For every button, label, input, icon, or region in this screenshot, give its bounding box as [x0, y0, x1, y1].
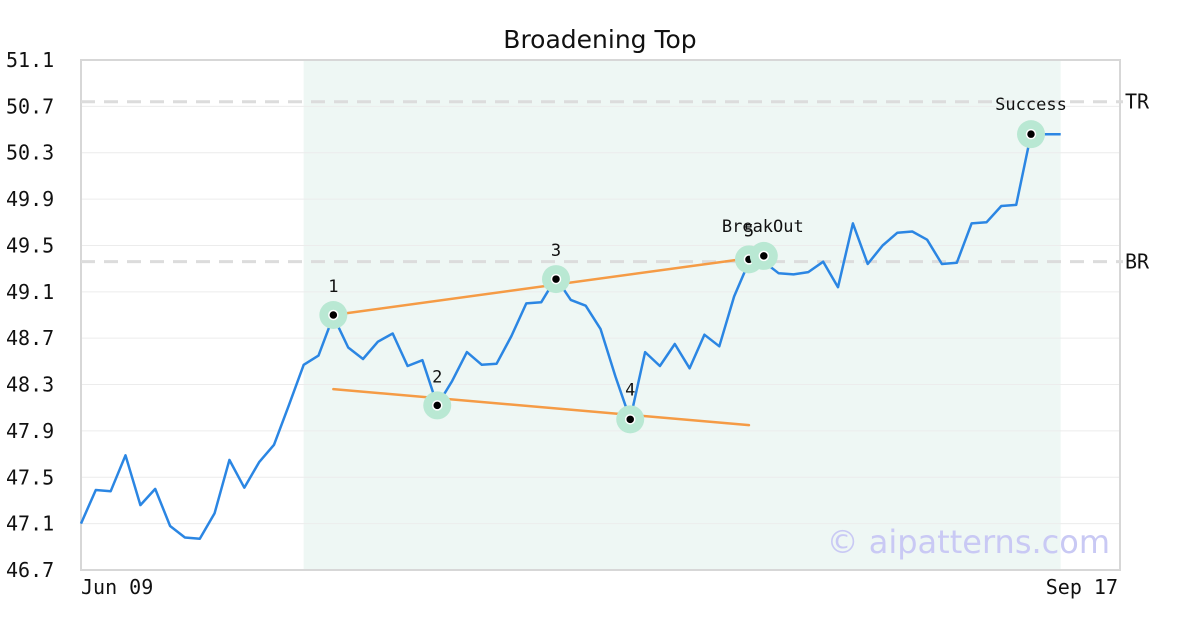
pattern-window-area: [303, 60, 1061, 570]
point-marker-3: [550, 273, 562, 285]
plot-frame: [80, 59, 1121, 571]
pattern-window: [303, 60, 1061, 570]
levels: TR BR: [81, 90, 1150, 274]
y-tick-label: 51.1: [6, 48, 54, 72]
y-tick-label: 47.9: [6, 419, 54, 443]
point-label-1: 1: [328, 277, 338, 297]
y-tick-label: 50.3: [6, 141, 54, 165]
y-tick-label: 48.3: [6, 373, 54, 397]
y-tick-label: 49.5: [6, 233, 54, 257]
price-series: [79, 132, 1061, 540]
point-marker-1: [328, 309, 339, 321]
y-tick-label: 49.9: [6, 187, 54, 211]
x-axis: Jun 09 Sep 17: [81, 575, 1118, 599]
point-label-4: 4: [625, 380, 635, 400]
y-tick-label: 48.7: [6, 326, 54, 350]
y-tick-label: 47.5: [6, 465, 54, 489]
upper-trendline: [332, 256, 751, 317]
lower-trendline: [332, 387, 751, 427]
point-label-breakout: BreakOut: [722, 217, 804, 237]
point-marker-2: [432, 400, 443, 411]
y-tick-label: 50.7: [6, 94, 54, 118]
watermark: © aipatterns.com: [827, 523, 1110, 561]
y-tick-label: 49.1: [6, 280, 54, 304]
level-label-br: BR: [1125, 250, 1150, 274]
x-tick-label: Sep 17: [1046, 575, 1118, 599]
y-axis: 51.1 50.7 50.3 49.9 49.5 49.1 48.7 48.3 47.9 47.5…: [6, 48, 54, 582]
chart-title: Broadening Top: [503, 25, 696, 54]
point-label-5: 5: [744, 221, 754, 241]
price-line: [79, 132, 1061, 540]
trendlines: [332, 256, 751, 427]
point-marker-success: [1025, 128, 1037, 140]
point-marker-breakout: [758, 250, 770, 262]
y-tick-label: 47.1: [6, 512, 54, 536]
point-label-2: 2: [432, 367, 442, 387]
x-tick-label: Jun 09: [81, 575, 153, 599]
point-label-success: Success: [995, 95, 1067, 115]
point-label-3: 3: [551, 241, 561, 261]
level-label-tr: TR: [1125, 90, 1150, 114]
y-tick-label: 46.7: [6, 558, 54, 582]
point-marker-4: [624, 414, 636, 425]
